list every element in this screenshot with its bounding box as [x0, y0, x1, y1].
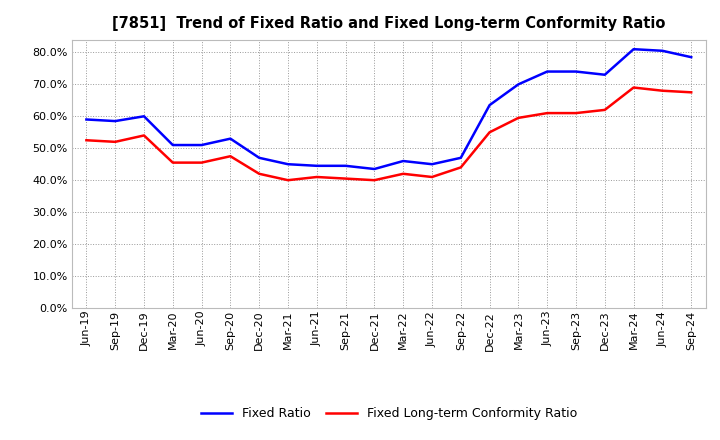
Fixed Ratio: [399, 158, 408, 164]
Fixed Long-term Conformity Ratio: [658, 88, 667, 93]
Fixed Long-term Conformity Ratio: [687, 90, 696, 95]
Fixed Ratio: [370, 166, 379, 172]
Fixed Long-term Conformity Ratio: [255, 171, 264, 176]
Fixed Ratio: [226, 136, 235, 141]
Fixed Ratio: [197, 143, 206, 148]
Fixed Long-term Conformity Ratio: [226, 154, 235, 159]
Fixed Ratio: [572, 69, 580, 74]
Fixed Ratio: [456, 155, 465, 161]
Fixed Ratio: [600, 72, 609, 77]
Fixed Long-term Conformity Ratio: [543, 110, 552, 116]
Fixed Ratio: [658, 48, 667, 53]
Fixed Ratio: [284, 161, 292, 167]
Fixed Ratio: [485, 103, 494, 108]
Fixed Long-term Conformity Ratio: [399, 171, 408, 176]
Fixed Ratio: [255, 155, 264, 161]
Fixed Long-term Conformity Ratio: [168, 160, 177, 165]
Fixed Long-term Conformity Ratio: [485, 130, 494, 135]
Fixed Long-term Conformity Ratio: [629, 85, 638, 90]
Legend: Fixed Ratio, Fixed Long-term Conformity Ratio: Fixed Ratio, Fixed Long-term Conformity …: [196, 402, 582, 425]
Fixed Ratio: [629, 47, 638, 52]
Line: Fixed Long-term Conformity Ratio: Fixed Long-term Conformity Ratio: [86, 88, 691, 180]
Fixed Long-term Conformity Ratio: [111, 139, 120, 144]
Fixed Ratio: [514, 82, 523, 87]
Fixed Long-term Conformity Ratio: [370, 178, 379, 183]
Fixed Ratio: [140, 114, 148, 119]
Fixed Ratio: [312, 163, 321, 169]
Fixed Long-term Conformity Ratio: [140, 133, 148, 138]
Fixed Long-term Conformity Ratio: [82, 138, 91, 143]
Fixed Long-term Conformity Ratio: [341, 176, 350, 181]
Fixed Long-term Conformity Ratio: [312, 174, 321, 180]
Fixed Ratio: [428, 161, 436, 167]
Fixed Long-term Conformity Ratio: [197, 160, 206, 165]
Fixed Ratio: [82, 117, 91, 122]
Fixed Long-term Conformity Ratio: [600, 107, 609, 113]
Fixed Long-term Conformity Ratio: [456, 165, 465, 170]
Title: [7851]  Trend of Fixed Ratio and Fixed Long-term Conformity Ratio: [7851] Trend of Fixed Ratio and Fixed Lo…: [112, 16, 665, 32]
Fixed Long-term Conformity Ratio: [572, 110, 580, 116]
Fixed Ratio: [111, 118, 120, 124]
Line: Fixed Ratio: Fixed Ratio: [86, 49, 691, 169]
Fixed Long-term Conformity Ratio: [428, 174, 436, 180]
Fixed Ratio: [341, 163, 350, 169]
Fixed Long-term Conformity Ratio: [284, 178, 292, 183]
Fixed Ratio: [687, 55, 696, 60]
Fixed Long-term Conformity Ratio: [514, 115, 523, 121]
Fixed Ratio: [168, 143, 177, 148]
Fixed Ratio: [543, 69, 552, 74]
